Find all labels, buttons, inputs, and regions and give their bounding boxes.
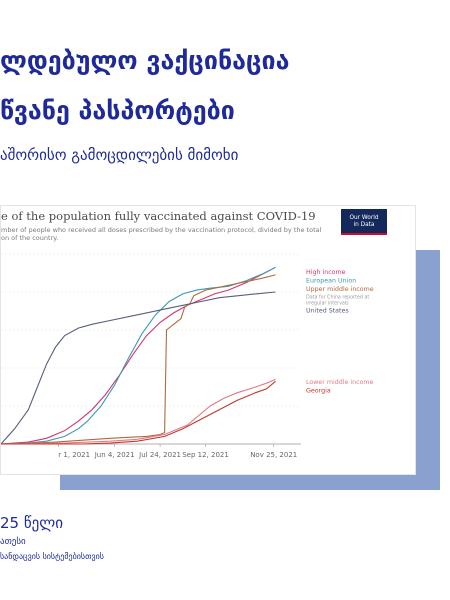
series-label-georgia: Georgia: [306, 388, 331, 395]
chart-subtitle-line1: mber of people who received all doses pr…: [1, 226, 322, 234]
chart-title: e of the population fully vaccinated aga…: [1, 209, 316, 223]
series-line-high-income: [1, 266, 276, 445]
series-label-lower-middle-income: Lower middle income: [306, 379, 374, 386]
vaccination-line-chart: r 1, 2021 Jun 4, 2021 Jul 24, 2021 Sep 12, …: [1, 253, 374, 459]
x-tick-label-4: Nov 25, 2021: [250, 451, 297, 459]
slide-subtitle: აშორისო გამოცდილების მიმოხი: [0, 146, 239, 164]
series-label-united-states: United States: [306, 308, 349, 315]
series-line-lower-middle-income: [1, 378, 276, 445]
x-tick-label-2: Jul 24, 2021: [138, 451, 181, 459]
china-annotation: Data for China reported at irregular inte…: [306, 295, 369, 307]
footer-year: 25 წელი: [0, 514, 63, 532]
x-tick-label-1: Jun 4, 2021: [94, 451, 135, 459]
series-line-georgia: [1, 380, 276, 445]
series-line-european-union: [1, 266, 276, 445]
x-tick-label-3: Sep 12, 2021: [182, 451, 229, 459]
footer-line2: ათესი: [0, 537, 26, 547]
logo-line1: Our World: [349, 215, 379, 221]
x-tick-label-0: r 1, 2021: [58, 451, 90, 459]
series-label-high-income: High income: [306, 269, 346, 276]
series-line-upper-middle-income: [1, 274, 276, 445]
series-label-european-union: European Union: [306, 278, 356, 285]
footer-line3: სანდაცვის სისტემებისთვის: [0, 552, 104, 561]
our-world-in-data-logo[interactable]: Our World in Data: [341, 209, 387, 235]
slide-title-line1: ლდებულო ვაქცინაცია: [0, 46, 290, 75]
logo-line2: in Data: [353, 222, 375, 228]
chart-card: e of the population fully vaccinated aga…: [0, 205, 416, 475]
series-line-united-states: [1, 291, 276, 445]
chart-subtitle-line2: on of the country.: [1, 234, 59, 242]
chart-subtitle: mber of people who received all doses pr…: [1, 226, 341, 242]
slide-title-line2: წვანე პასპორტები: [0, 96, 235, 125]
series-label-upper-middle-income: Upper middle income: [306, 286, 374, 293]
